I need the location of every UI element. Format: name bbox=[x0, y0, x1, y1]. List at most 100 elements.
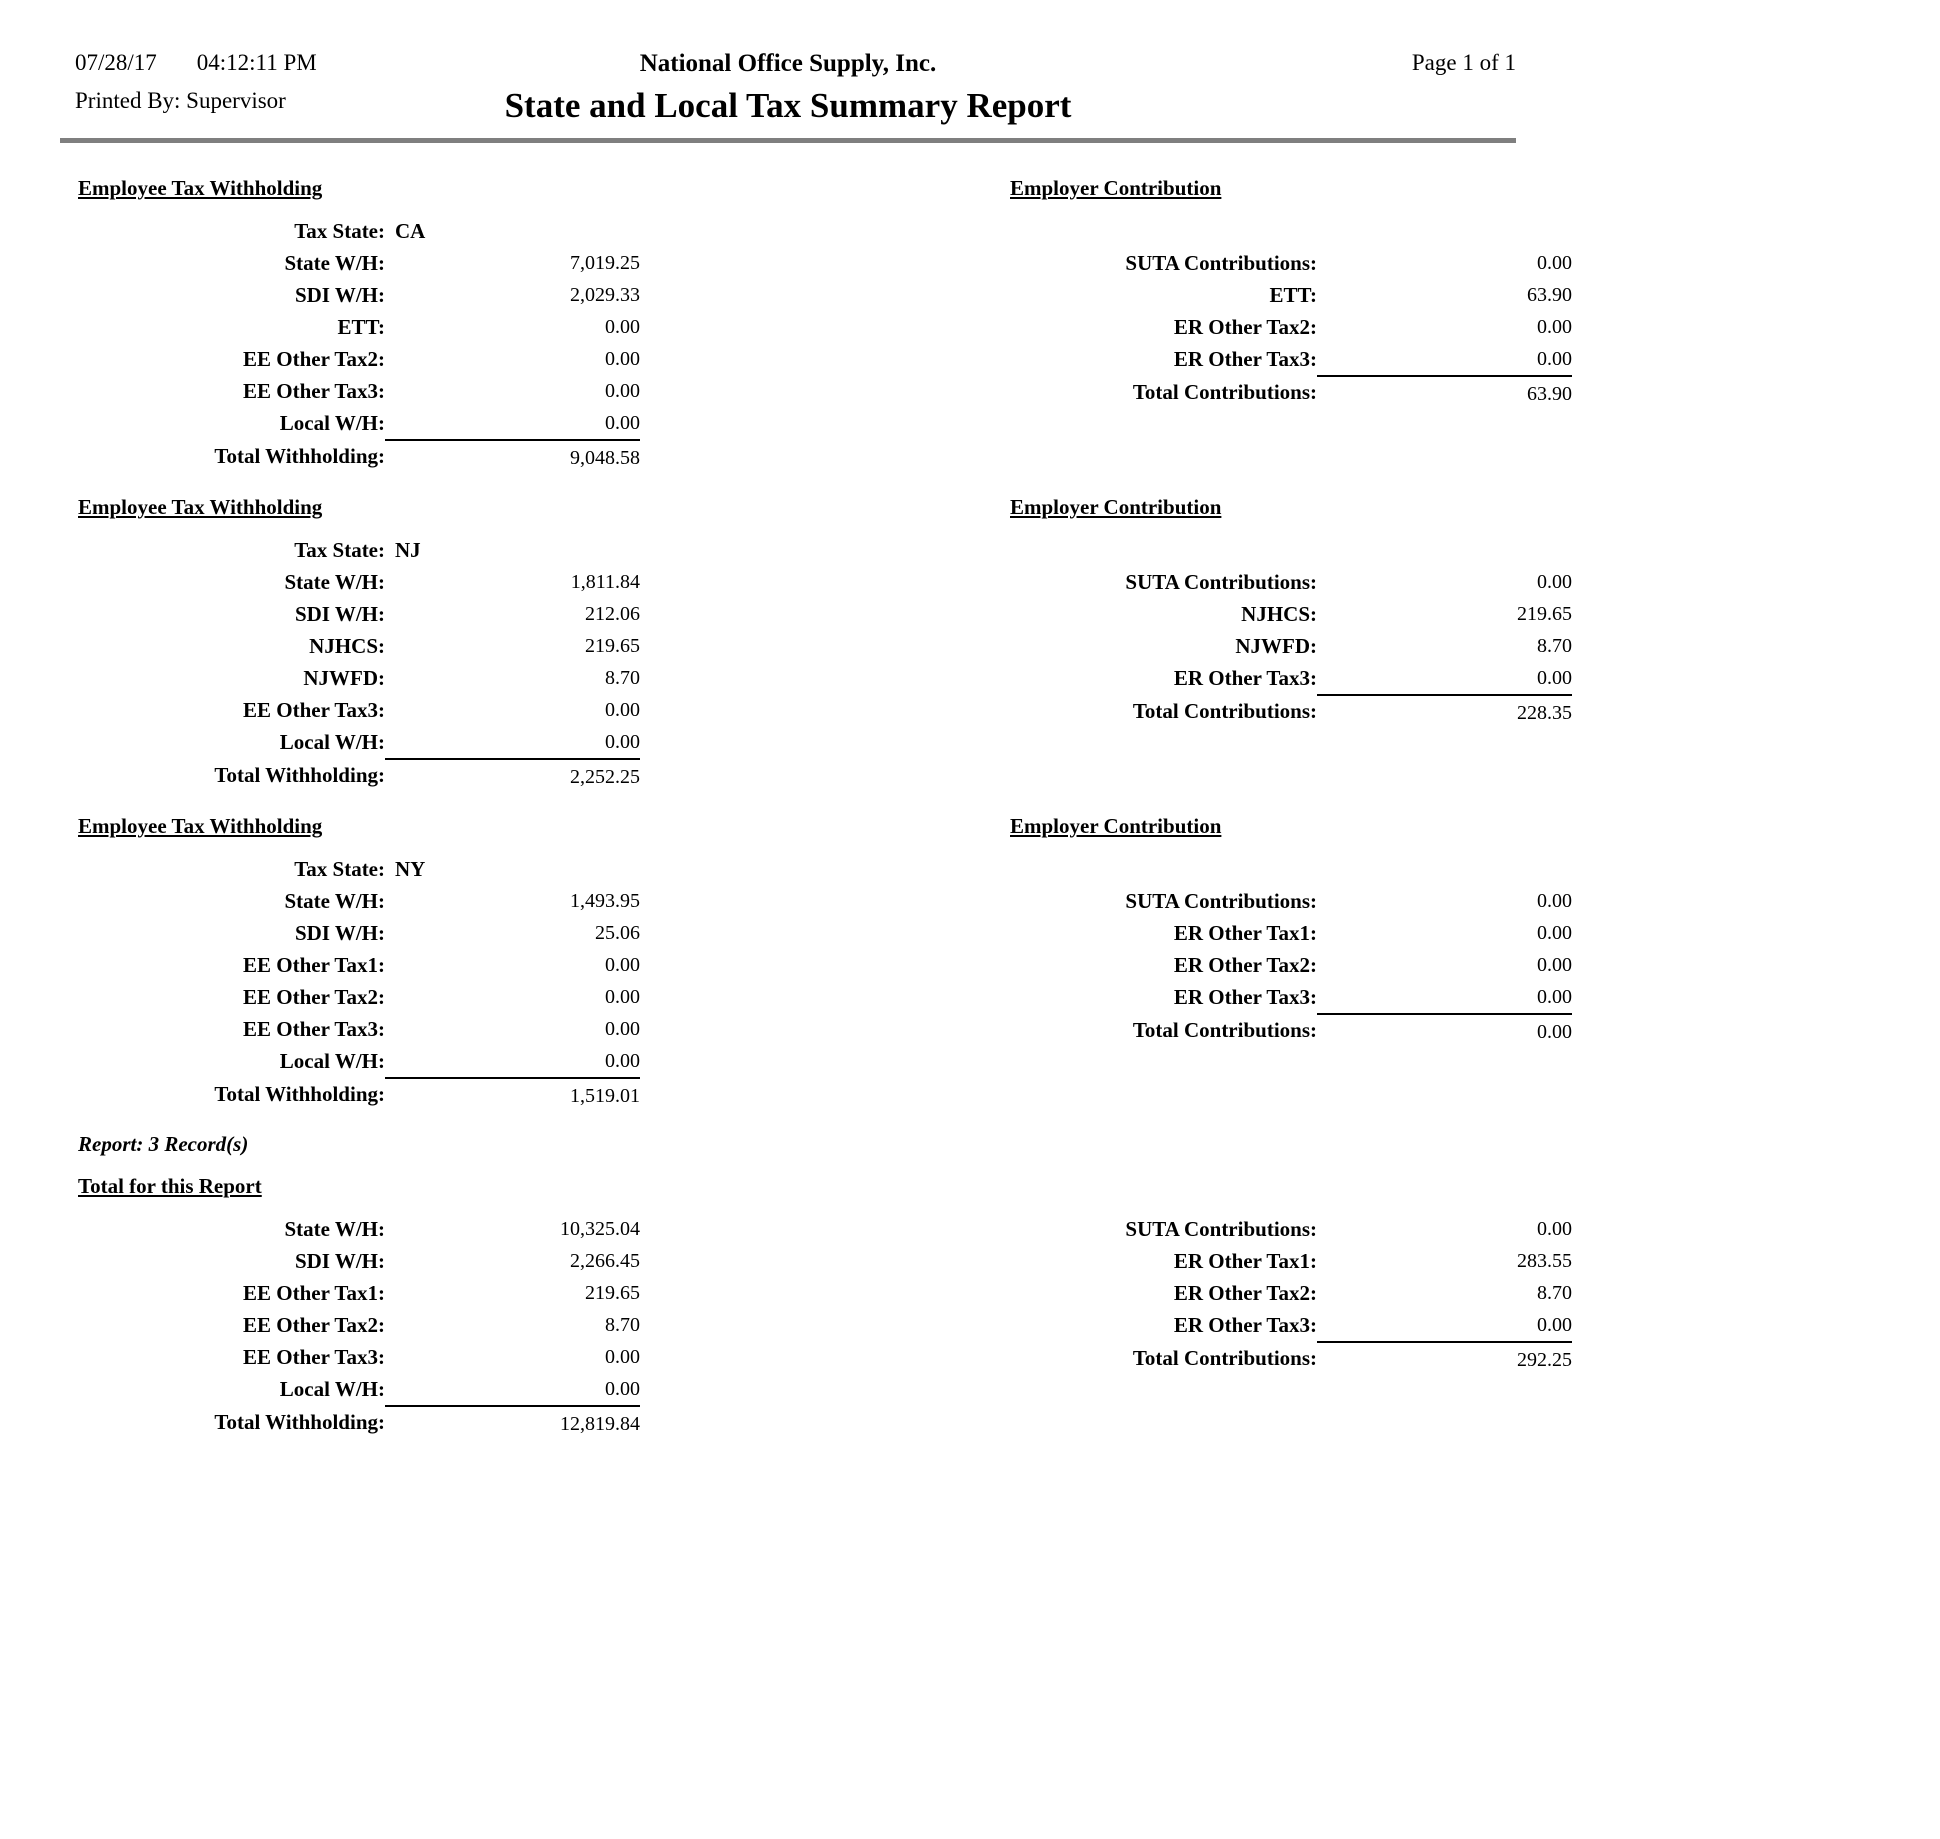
employee-tax-row-label: EE Other Tax3: bbox=[243, 698, 385, 722]
employer-tax-row-value: 0.00 bbox=[1537, 348, 1572, 370]
employee-total-row-value: 8.70 bbox=[605, 1314, 640, 1336]
tax-state-value: NY bbox=[395, 857, 426, 881]
total-withholding-row: Total Withholding: 2,252.25 bbox=[78, 758, 640, 792]
employee-tax-row: EE Other Tax1: 0.00 bbox=[78, 949, 640, 981]
employee-total-row-value: 0.00 bbox=[605, 1346, 640, 1368]
employer-tax-row-label: SUTA Contributions: bbox=[1125, 251, 1317, 275]
print-date: 07/28/17 bbox=[75, 50, 157, 75]
employee-tax-row-label: Local W/H: bbox=[279, 411, 385, 435]
total-withholding-row: Total Withholding: 9,048.58 bbox=[78, 439, 640, 473]
tax-state-label: Tax State: bbox=[294, 219, 385, 243]
employer-tax-row-value: 0.00 bbox=[1537, 571, 1572, 593]
print-time: 04:12:11 PM bbox=[196, 50, 317, 75]
employee-tax-row: Local W/H: 0.00 bbox=[78, 1045, 640, 1077]
employer-tax-row-value: 219.65 bbox=[1517, 603, 1572, 625]
total-contributions-row: Total Contributions: 0.00 bbox=[1010, 1013, 1572, 1047]
employer-total-row-value: 8.70 bbox=[1537, 1282, 1572, 1304]
employee-tax-row: State W/H: 7,019.25 bbox=[78, 247, 640, 279]
employer-tax-row-value: 0.00 bbox=[1537, 986, 1572, 1008]
employer-tax-row: ER Other Tax2: 0.00 bbox=[1010, 949, 1572, 981]
employee-withholding-heading: Employee Tax Withholding bbox=[78, 176, 323, 200]
employer-tax-row-value: 0.00 bbox=[1537, 890, 1572, 912]
employee-tax-row-value: 212.06 bbox=[585, 603, 640, 625]
total-withholding-row-label: Total Withholding: bbox=[214, 1410, 385, 1434]
employee-tax-row-value: 7,019.25 bbox=[570, 252, 640, 274]
employee-total-row: EE Other Tax3: 0.00 bbox=[78, 1341, 640, 1373]
employee-tax-row-label: Local W/H: bbox=[279, 730, 385, 754]
employer-tax-row: NJWFD: 8.70 bbox=[1010, 630, 1572, 662]
employee-total-row-value: 0.00 bbox=[605, 1378, 640, 1400]
employer-tax-row-label: ER Other Tax3: bbox=[1173, 347, 1317, 371]
employer-tax-row: SUTA Contributions: 0.00 bbox=[1010, 885, 1572, 917]
employer-tax-row-label: NJWFD: bbox=[1235, 634, 1317, 658]
employee-tax-row-value: 1,493.95 bbox=[570, 890, 640, 912]
report-totals: Total for this Report State W/H: 10,325.04… bbox=[78, 1173, 1572, 1439]
total-contributions-row: Total Contributions: 292.25 bbox=[1010, 1341, 1572, 1375]
employee-withholding-heading: Employee Tax Withholding bbox=[78, 814, 323, 838]
employee-tax-row-label: State W/H: bbox=[284, 889, 385, 913]
total-contributions-row: Total Contributions: 63.90 bbox=[1010, 375, 1572, 409]
employee-tax-row-label: State W/H: bbox=[284, 251, 385, 275]
employee-tax-row-value: 25.06 bbox=[595, 922, 640, 944]
employer-total-row: SUTA Contributions: 0.00 bbox=[1010, 1213, 1572, 1245]
total-contributions-row-value: 63.90 bbox=[1317, 375, 1572, 409]
tax-state-label: Tax State: bbox=[294, 538, 385, 562]
employee-total-row-value: 10,325.04 bbox=[560, 1218, 640, 1240]
tax-state-section-ca: Employee Tax Withholding Tax State: CA Stat… bbox=[78, 175, 1572, 473]
tax-state-row: Tax State: CA bbox=[78, 215, 640, 247]
employee-tax-row: Local W/H: 0.00 bbox=[78, 726, 640, 758]
employer-contribution-heading: Employer Contribution bbox=[1010, 176, 1222, 200]
employee-total-row: EE Other Tax1: 219.65 bbox=[78, 1277, 640, 1309]
employer-contribution-block: Employer Contribution SUTA Contributions:… bbox=[1010, 813, 1572, 1047]
company-name: National Office Supply, Inc. bbox=[639, 50, 937, 77]
report-total-employer-block: SUTA Contributions: 0.00 ER Other Tax1: 283… bbox=[1010, 1173, 1572, 1375]
employee-total-row-label: SDI W/H: bbox=[294, 1249, 385, 1273]
report-total-section: Total for this Report State W/H: 10,325.04… bbox=[78, 1173, 1572, 1439]
employee-tax-row: NJWFD: 8.70 bbox=[78, 662, 640, 694]
employer-contribution-heading: Employer Contribution bbox=[1010, 495, 1222, 519]
employee-tax-row-value: 0.00 bbox=[605, 731, 640, 753]
tax-state-label: Tax State: bbox=[294, 857, 385, 881]
employee-total-row-label: State W/H: bbox=[284, 1217, 385, 1241]
employer-tax-row-value: 0.00 bbox=[1537, 922, 1572, 944]
employee-tax-row: NJHCS: 219.65 bbox=[78, 630, 640, 662]
employer-tax-row: ETT: 63.90 bbox=[1010, 279, 1572, 311]
employee-total-row: SDI W/H: 2,266.45 bbox=[78, 1245, 640, 1277]
employer-total-row-label: SUTA Contributions: bbox=[1125, 1217, 1317, 1241]
employee-total-row: EE Other Tax2: 8.70 bbox=[78, 1309, 640, 1341]
employee-tax-row-label: Local W/H: bbox=[279, 1049, 385, 1073]
tax-state-section-nj: Employee Tax Withholding Tax State: NJ Stat… bbox=[78, 494, 1572, 792]
employee-tax-row: SDI W/H: 25.06 bbox=[78, 917, 640, 949]
employer-tax-row: SUTA Contributions: 0.00 bbox=[1010, 566, 1572, 598]
report-title: State and Local Tax Summary Report bbox=[504, 86, 1072, 125]
employer-contribution-heading: Employer Contribution bbox=[1010, 814, 1222, 838]
total-withholding-row-value: 2,252.25 bbox=[385, 758, 640, 792]
employer-tax-row: ER Other Tax3: 0.00 bbox=[1010, 981, 1572, 1013]
spacer bbox=[1010, 534, 1572, 566]
total-withholding-row: Total Withholding: 12,819.84 bbox=[78, 1405, 640, 1439]
employee-tax-row-value: 0.00 bbox=[605, 954, 640, 976]
employee-tax-row-value: 2,029.33 bbox=[570, 284, 640, 306]
employer-tax-row-label: ETT: bbox=[1269, 283, 1317, 307]
spacer bbox=[1010, 853, 1572, 885]
employee-tax-withholding-block: Employee Tax Withholding Tax State: NY Stat… bbox=[78, 813, 640, 1111]
employee-total-row-label: EE Other Tax3: bbox=[243, 1345, 385, 1369]
employee-tax-row-label: ETT: bbox=[337, 315, 385, 339]
employee-total-row: State W/H: 10,325.04 bbox=[78, 1213, 640, 1245]
tax-state-value: NJ bbox=[395, 538, 421, 562]
employee-tax-row: Local W/H: 0.00 bbox=[78, 407, 640, 439]
employee-tax-row-label: SDI W/H: bbox=[294, 283, 385, 307]
employee-tax-row: EE Other Tax2: 0.00 bbox=[78, 981, 640, 1013]
employee-tax-row-value: 219.65 bbox=[585, 635, 640, 657]
tax-state-sections: Employee Tax Withholding Tax State: CA Stat… bbox=[78, 175, 1572, 1111]
employee-tax-row: SDI W/H: 212.06 bbox=[78, 598, 640, 630]
employee-tax-row-value: 8.70 bbox=[605, 667, 640, 689]
total-contributions-row: Total Contributions: 228.35 bbox=[1010, 694, 1572, 728]
employer-total-row-value: 0.00 bbox=[1537, 1218, 1572, 1240]
print-datetime: 07/28/17 04:12:11 PM bbox=[75, 50, 340, 76]
total-withholding-row-value: 9,048.58 bbox=[385, 439, 640, 473]
employer-tax-row-value: 0.00 bbox=[1537, 954, 1572, 976]
employee-tax-row: EE Other Tax3: 0.00 bbox=[78, 375, 640, 407]
employer-tax-row-label: ER Other Tax3: bbox=[1173, 985, 1317, 1009]
